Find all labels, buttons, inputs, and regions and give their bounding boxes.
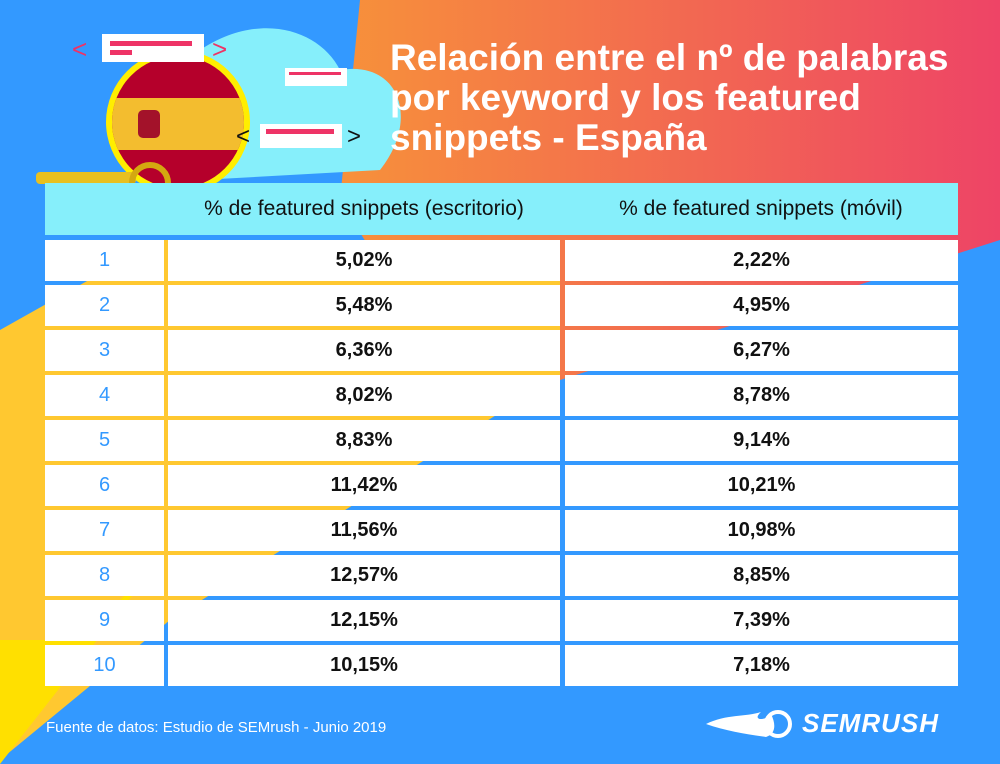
header-mobile: % de featured snippets (móvil) [619,197,903,220]
table-row: 3 6,36% 6,27% [45,330,958,371]
cell-number: 6 [45,465,164,506]
cloud-shape [200,28,401,181]
table-row: 2 5,48% 4,95% [45,285,958,326]
table-row: 9 12,15% 7,39% [45,600,958,641]
cell-number: 9 [45,600,164,641]
code-tag-icon: < > < > [72,34,361,150]
semrush-flame-icon [706,709,792,738]
cell-number: 7 [45,510,164,551]
table-row: 6 11,42% 10,21% [45,465,958,506]
cell-desktop: 5,02% [168,240,560,281]
cell-desktop: 8,83% [168,420,560,461]
header-desktop: % de featured snippets (escritorio) [204,197,524,220]
cell-number: 2 [45,285,164,326]
cell-desktop: 5,48% [168,285,560,326]
table-row: 4 8,02% 8,78% [45,375,958,416]
table-row: 10 10,15% 7,18% [45,645,958,686]
cell-number: 5 [45,420,164,461]
cell-mobile: 10,98% [565,510,958,551]
cell-mobile: 6,27% [565,330,958,371]
cell-mobile: 9,14% [565,420,958,461]
spain-flag-icon [106,50,250,194]
cell-mobile: 7,18% [565,645,958,686]
cell-desktop: 12,15% [168,600,560,641]
cell-mobile: 8,78% [565,375,958,416]
table-header: % de featured snippets (escritorio) % de… [45,183,958,235]
table-row: 5 8,83% 9,14% [45,420,958,461]
cell-desktop: 11,56% [168,510,560,551]
svg-text:>: > [347,123,361,150]
cell-mobile: 7,39% [565,600,958,641]
cell-mobile: 8,85% [565,555,958,596]
page-title: Relación entre el nº de palabras por key… [390,37,949,158]
svg-text:>: > [212,34,227,64]
cell-desktop: 6,36% [168,330,560,371]
cell-mobile: 4,95% [565,285,958,326]
cell-desktop: 8,02% [168,375,560,416]
table-row: 8 12,57% 8,85% [45,555,958,596]
cell-number: 8 [45,555,164,596]
svg-text:<: < [236,123,250,150]
cell-number: 3 [45,330,164,371]
table-row: 7 11,56% 10,98% [45,510,958,551]
cell-mobile: 10,21% [565,465,958,506]
semrush-logo: SEMRUSH [706,708,939,739]
cell-number: 10 [45,645,164,686]
cell-number: 1 [45,240,164,281]
cell-desktop: 11,42% [168,465,560,506]
cell-number: 4 [45,375,164,416]
cell-desktop: 10,15% [168,645,560,686]
svg-text:<: < [72,34,87,64]
source-note: Fuente de datos: Estudio de SEMrush - Ju… [46,719,387,736]
cell-desktop: 12,57% [168,555,560,596]
cell-mobile: 2,22% [565,240,958,281]
table-row: 1 5,02% 2,22% [45,240,958,281]
